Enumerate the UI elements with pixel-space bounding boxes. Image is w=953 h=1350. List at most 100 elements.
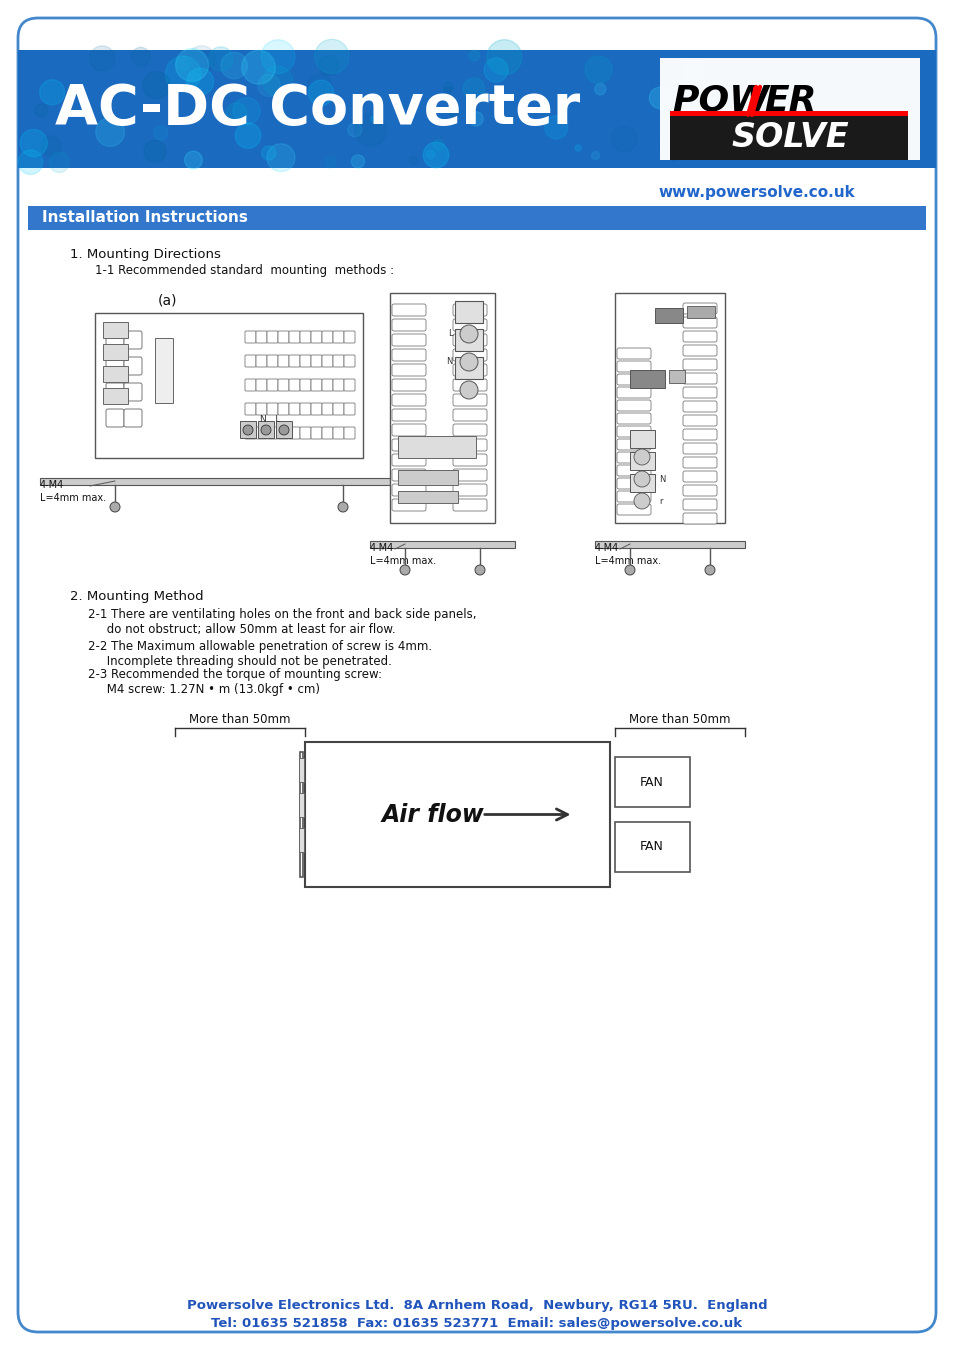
FancyBboxPatch shape: [392, 454, 426, 466]
Circle shape: [175, 55, 191, 70]
FancyBboxPatch shape: [682, 346, 717, 356]
Text: 4-M4
L=4mm max.: 4-M4 L=4mm max.: [40, 481, 106, 504]
FancyBboxPatch shape: [392, 394, 426, 406]
Bar: [595, 541, 744, 548]
FancyBboxPatch shape: [289, 379, 299, 391]
FancyBboxPatch shape: [682, 500, 717, 510]
Bar: [28, 207, 925, 230]
FancyBboxPatch shape: [245, 331, 255, 343]
Circle shape: [634, 450, 649, 464]
FancyBboxPatch shape: [277, 379, 289, 391]
FancyBboxPatch shape: [289, 427, 299, 439]
Circle shape: [348, 123, 361, 136]
Circle shape: [261, 39, 294, 74]
Circle shape: [371, 115, 377, 123]
Bar: [629, 431, 655, 448]
FancyBboxPatch shape: [245, 379, 255, 391]
Circle shape: [459, 352, 477, 371]
Text: 2. Mounting Method: 2. Mounting Method: [70, 590, 203, 603]
FancyBboxPatch shape: [682, 359, 717, 370]
FancyBboxPatch shape: [322, 379, 333, 391]
Circle shape: [624, 566, 635, 575]
Circle shape: [34, 104, 48, 116]
Text: (a): (a): [158, 293, 177, 306]
Circle shape: [462, 78, 484, 100]
Circle shape: [307, 74, 332, 99]
Circle shape: [267, 143, 294, 171]
Bar: [390, 293, 495, 522]
Circle shape: [426, 150, 435, 159]
FancyBboxPatch shape: [124, 331, 142, 350]
Circle shape: [399, 566, 410, 575]
Circle shape: [591, 151, 599, 159]
Circle shape: [443, 82, 453, 92]
Text: More than 50mm: More than 50mm: [629, 713, 730, 726]
Circle shape: [144, 140, 166, 162]
FancyBboxPatch shape: [311, 404, 322, 414]
Text: 2-2 The Maximum allowable penetration of screw is 4mm.
     Incomplete threading: 2-2 The Maximum allowable penetration of…: [88, 640, 432, 668]
FancyBboxPatch shape: [106, 409, 124, 427]
Bar: [669, 115, 907, 161]
FancyBboxPatch shape: [299, 379, 311, 391]
Text: 1-1 Recommended standard  mounting  methods :: 1-1 Recommended standard mounting method…: [95, 265, 394, 277]
FancyBboxPatch shape: [255, 379, 267, 391]
Circle shape: [243, 425, 253, 435]
Text: More than 50mm: More than 50mm: [189, 713, 291, 726]
Text: SOLVE: SOLVE: [730, 122, 848, 154]
Circle shape: [351, 155, 364, 169]
FancyBboxPatch shape: [453, 394, 486, 406]
FancyBboxPatch shape: [267, 331, 277, 343]
Text: 4-M4
L=4mm max.: 4-M4 L=4mm max.: [370, 543, 436, 566]
FancyBboxPatch shape: [682, 513, 717, 524]
Circle shape: [450, 108, 458, 117]
Circle shape: [40, 80, 65, 105]
Circle shape: [314, 39, 349, 73]
Circle shape: [175, 49, 209, 81]
Bar: [397, 470, 457, 485]
Text: Powersolve Electronics Ltd.  8A Arnhem Road,  Newbury, RG14 5RU.  England: Powersolve Electronics Ltd. 8A Arnhem Ro…: [187, 1300, 766, 1312]
FancyBboxPatch shape: [299, 427, 311, 439]
FancyBboxPatch shape: [277, 427, 289, 439]
FancyBboxPatch shape: [453, 364, 486, 377]
FancyBboxPatch shape: [453, 409, 486, 421]
FancyBboxPatch shape: [392, 364, 426, 377]
Circle shape: [634, 471, 649, 487]
Bar: [370, 541, 515, 548]
Bar: [397, 491, 457, 504]
FancyBboxPatch shape: [255, 331, 267, 343]
Circle shape: [355, 115, 386, 146]
FancyBboxPatch shape: [392, 350, 426, 360]
Text: 2-1 There are ventilating holes on the front and back side panels,
     do not o: 2-1 There are ventilating holes on the f…: [88, 608, 476, 636]
Circle shape: [257, 74, 280, 96]
FancyBboxPatch shape: [617, 491, 650, 502]
FancyBboxPatch shape: [299, 331, 311, 343]
FancyBboxPatch shape: [453, 485, 486, 495]
FancyBboxPatch shape: [682, 471, 717, 482]
FancyBboxPatch shape: [453, 424, 486, 436]
FancyBboxPatch shape: [124, 409, 142, 427]
Circle shape: [611, 127, 637, 151]
FancyBboxPatch shape: [453, 454, 486, 466]
Text: r: r: [659, 497, 661, 505]
Bar: [397, 436, 476, 458]
Text: FAN: FAN: [639, 775, 663, 788]
FancyBboxPatch shape: [682, 373, 717, 383]
Circle shape: [262, 66, 293, 96]
FancyBboxPatch shape: [311, 355, 322, 367]
Text: 2-3 Recommended the torque of mounting screw:
     M4 screw: 1.27N • m (13.0kgf : 2-3 Recommended the torque of mounting s…: [88, 668, 381, 697]
Bar: [455, 301, 482, 323]
Text: Installation Instructions: Installation Instructions: [42, 211, 248, 225]
FancyBboxPatch shape: [453, 333, 486, 346]
FancyBboxPatch shape: [124, 356, 142, 375]
Circle shape: [678, 76, 686, 85]
FancyBboxPatch shape: [392, 333, 426, 346]
FancyBboxPatch shape: [617, 439, 650, 450]
Circle shape: [486, 39, 521, 74]
FancyBboxPatch shape: [344, 331, 355, 343]
FancyBboxPatch shape: [617, 400, 650, 410]
FancyBboxPatch shape: [289, 331, 299, 343]
FancyBboxPatch shape: [245, 355, 255, 367]
Circle shape: [132, 47, 150, 66]
Bar: [298, 757, 304, 782]
FancyBboxPatch shape: [453, 468, 486, 481]
